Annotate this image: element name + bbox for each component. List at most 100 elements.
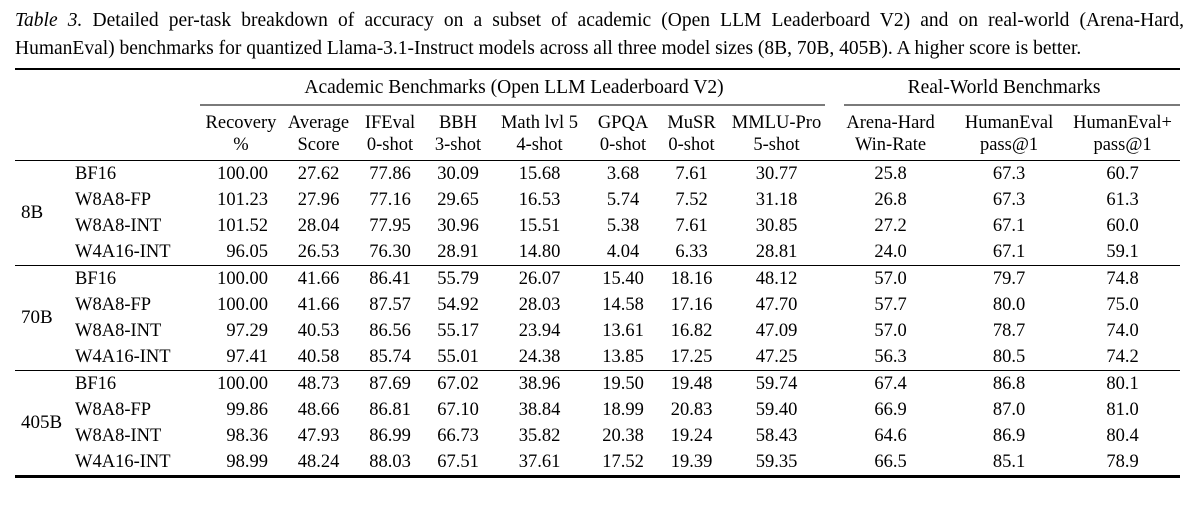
cell-musr: 19.48: [658, 369, 725, 397]
col-header-bbh: BBH 3-shot: [425, 105, 491, 161]
col-header-bbh-line1: BBH: [438, 112, 478, 133]
results-table: Academic Benchmarks (Open LLM Leaderboar…: [15, 68, 1181, 478]
cell-arena-hard: 24.0: [874, 241, 907, 262]
col-header-mmlu-pro: MMLU-Pro 5-shot: [725, 105, 829, 161]
model-label: W8A8-FP: [75, 189, 152, 210]
real-world-rule: [844, 104, 1181, 106]
cell-arena-hard: 66.5: [874, 451, 907, 472]
cell-humaneval: 67.3: [992, 163, 1026, 184]
col-header-ifeval: IFEval 0-shot: [355, 105, 425, 161]
cell-arena-hard: 57.0: [828, 264, 954, 292]
cell-recovery: 101.52: [217, 215, 268, 236]
col-header-musr-line1: MuSR: [667, 112, 716, 133]
cell-ifeval: 77.16: [369, 189, 411, 210]
col-header-arena-hard-line1: Arena-Hard: [846, 112, 935, 133]
cell-recovery: 97.41: [226, 346, 268, 367]
cell-humaneval: 86.8: [953, 369, 1066, 397]
cell-math: 28.03: [518, 294, 561, 315]
cell-math: 15.51: [518, 215, 561, 236]
cell-recovery: 99.86: [226, 399, 268, 420]
cell-musr: 19.39: [670, 451, 713, 472]
cell-recovery: 98.99: [226, 451, 268, 472]
cell-humaneval-plus: 61.3: [1106, 189, 1139, 210]
cell-math: 26.07: [491, 264, 588, 292]
cell-recovery: 98.36: [226, 425, 268, 446]
col-header-humaneval-line2: pass@1: [979, 134, 1039, 155]
cell-humaneval: 67.1: [992, 241, 1026, 262]
model-label: BF16: [73, 264, 200, 292]
cell-arena-hard: 66.9: [874, 399, 907, 420]
cell-average: 27.62: [297, 163, 340, 184]
col-header-humaneval-plus: HumanEval+ pass@1: [1065, 105, 1181, 161]
cell-humaneval-plus: 60.7: [1106, 163, 1139, 184]
cell-ifeval: 87.69: [355, 369, 425, 397]
table-row: 70B BF16 100.00 41.66 86.41 55.79 26.07 15.40…: [15, 264, 1181, 370]
cell-humaneval-plus: 78.9: [1106, 451, 1139, 472]
cell-ifeval: 77.86: [369, 163, 411, 184]
cell-gpqa: 18.99: [602, 399, 644, 420]
cell-humaneval: 85.1: [992, 451, 1026, 472]
cell-musr: 17.25: [670, 346, 713, 367]
cell-mmlu-pro: 47.70: [755, 294, 798, 315]
cell-humaneval: 80.0: [992, 294, 1026, 315]
cell-gpqa: 4.04: [606, 241, 640, 262]
table-row: W8A8-FP 99.86 48.66 86.81 67.10 38.84 18.99 20…: [15, 397, 1180, 423]
cell-arena-hard: 25.8: [874, 163, 907, 184]
cell-gpqa: 5.38: [606, 215, 640, 236]
cell-math: 35.82: [518, 425, 561, 446]
cell-math: 14.80: [518, 241, 561, 262]
table-row: W4A16-INT 97.41 40.58 85.74 55.01 24.38 13.85…: [15, 344, 1180, 371]
group-header-academic: Academic Benchmarks (Open LLM Leaderboar…: [200, 69, 828, 106]
cell-average: 27.96: [297, 189, 340, 210]
col-header-gpqa: GPQA 0-shot: [588, 105, 658, 161]
cell-arena-hard: 56.3: [874, 346, 907, 367]
cell-math: 16.53: [518, 189, 561, 210]
table-header: Academic Benchmarks (Open LLM Leaderboar…: [15, 69, 1181, 161]
cell-math: 37.61: [518, 451, 561, 472]
group-header-row: Academic Benchmarks (Open LLM Leaderboar…: [15, 69, 1181, 106]
cell-humaneval: 80.5: [992, 346, 1026, 367]
cell-musr: 19.24: [670, 425, 713, 446]
cell-musr: 6.33: [675, 241, 708, 262]
column-header-row: Recovery% Average Score IFEval 0-shot BBH 3…: [15, 105, 1181, 161]
col-header-model-spacer: [73, 105, 200, 161]
cell-bbh: 55.01: [437, 346, 479, 367]
col-header-humaneval-plus-line2: pass@1: [1093, 134, 1152, 155]
cell-mmlu-pro: 31.18: [755, 189, 798, 210]
cell-humaneval-plus: 74.2: [1106, 346, 1139, 367]
size-label: 8B: [21, 201, 44, 223]
col-header-humaneval: HumanEval pass@1: [953, 105, 1066, 161]
cell-gpqa: 17.52: [602, 451, 644, 472]
cell-gpqa: 14.58: [602, 294, 644, 315]
cell-bbh: 66.73: [437, 425, 479, 446]
cell-gpqa: 3.68: [606, 163, 640, 184]
model-label: BF16: [73, 369, 200, 397]
cell-mmlu-pro: 48.12: [725, 264, 829, 292]
col-header-ifeval-line1: IFEval: [364, 112, 416, 133]
cell-mmlu-pro: 59.35: [755, 451, 798, 472]
cell-bbh: 29.65: [437, 189, 479, 210]
cell-average: 40.53: [297, 320, 340, 341]
table-caption-text: Detailed per-task breakdown of accuracy …: [15, 10, 1184, 59]
model-label: W4A16-INT: [75, 346, 171, 367]
cell-gpqa: 20.38: [602, 425, 644, 446]
cell-math: 38.84: [518, 399, 561, 420]
model-label: W4A16-INT: [75, 451, 171, 472]
cell-arena-hard: 27.2: [874, 215, 907, 236]
table-row: W4A16-INT 96.05 26.53 76.30 28.91 14.80 4.04 6…: [15, 239, 1180, 266]
cell-mmlu-pro: 30.77: [755, 163, 798, 184]
cell-math: 38.96: [491, 369, 588, 397]
cell-average: 28.04: [297, 215, 340, 236]
col-header-mmlu-pro-line1: MMLU-Pro: [731, 112, 822, 133]
cell-ifeval: 76.30: [369, 241, 411, 262]
group-header-academic-label: Academic Benchmarks (Open LLM Leaderboar…: [304, 77, 724, 98]
cell-mmlu-pro: 59.40: [755, 399, 798, 420]
cell-humaneval-plus: 74.8: [1065, 264, 1181, 292]
model-label: W8A8-FP: [75, 294, 152, 315]
col-header-math-line2: 4-shot: [516, 134, 563, 155]
cell-musr: 7.61: [675, 163, 708, 184]
cell-bbh: 67.02: [425, 369, 491, 397]
cell-ifeval: 86.56: [369, 320, 411, 341]
col-header-math: Math lvl 5 4-shot: [491, 105, 588, 161]
col-header-gpqa-line2: 0-shot: [599, 134, 647, 155]
